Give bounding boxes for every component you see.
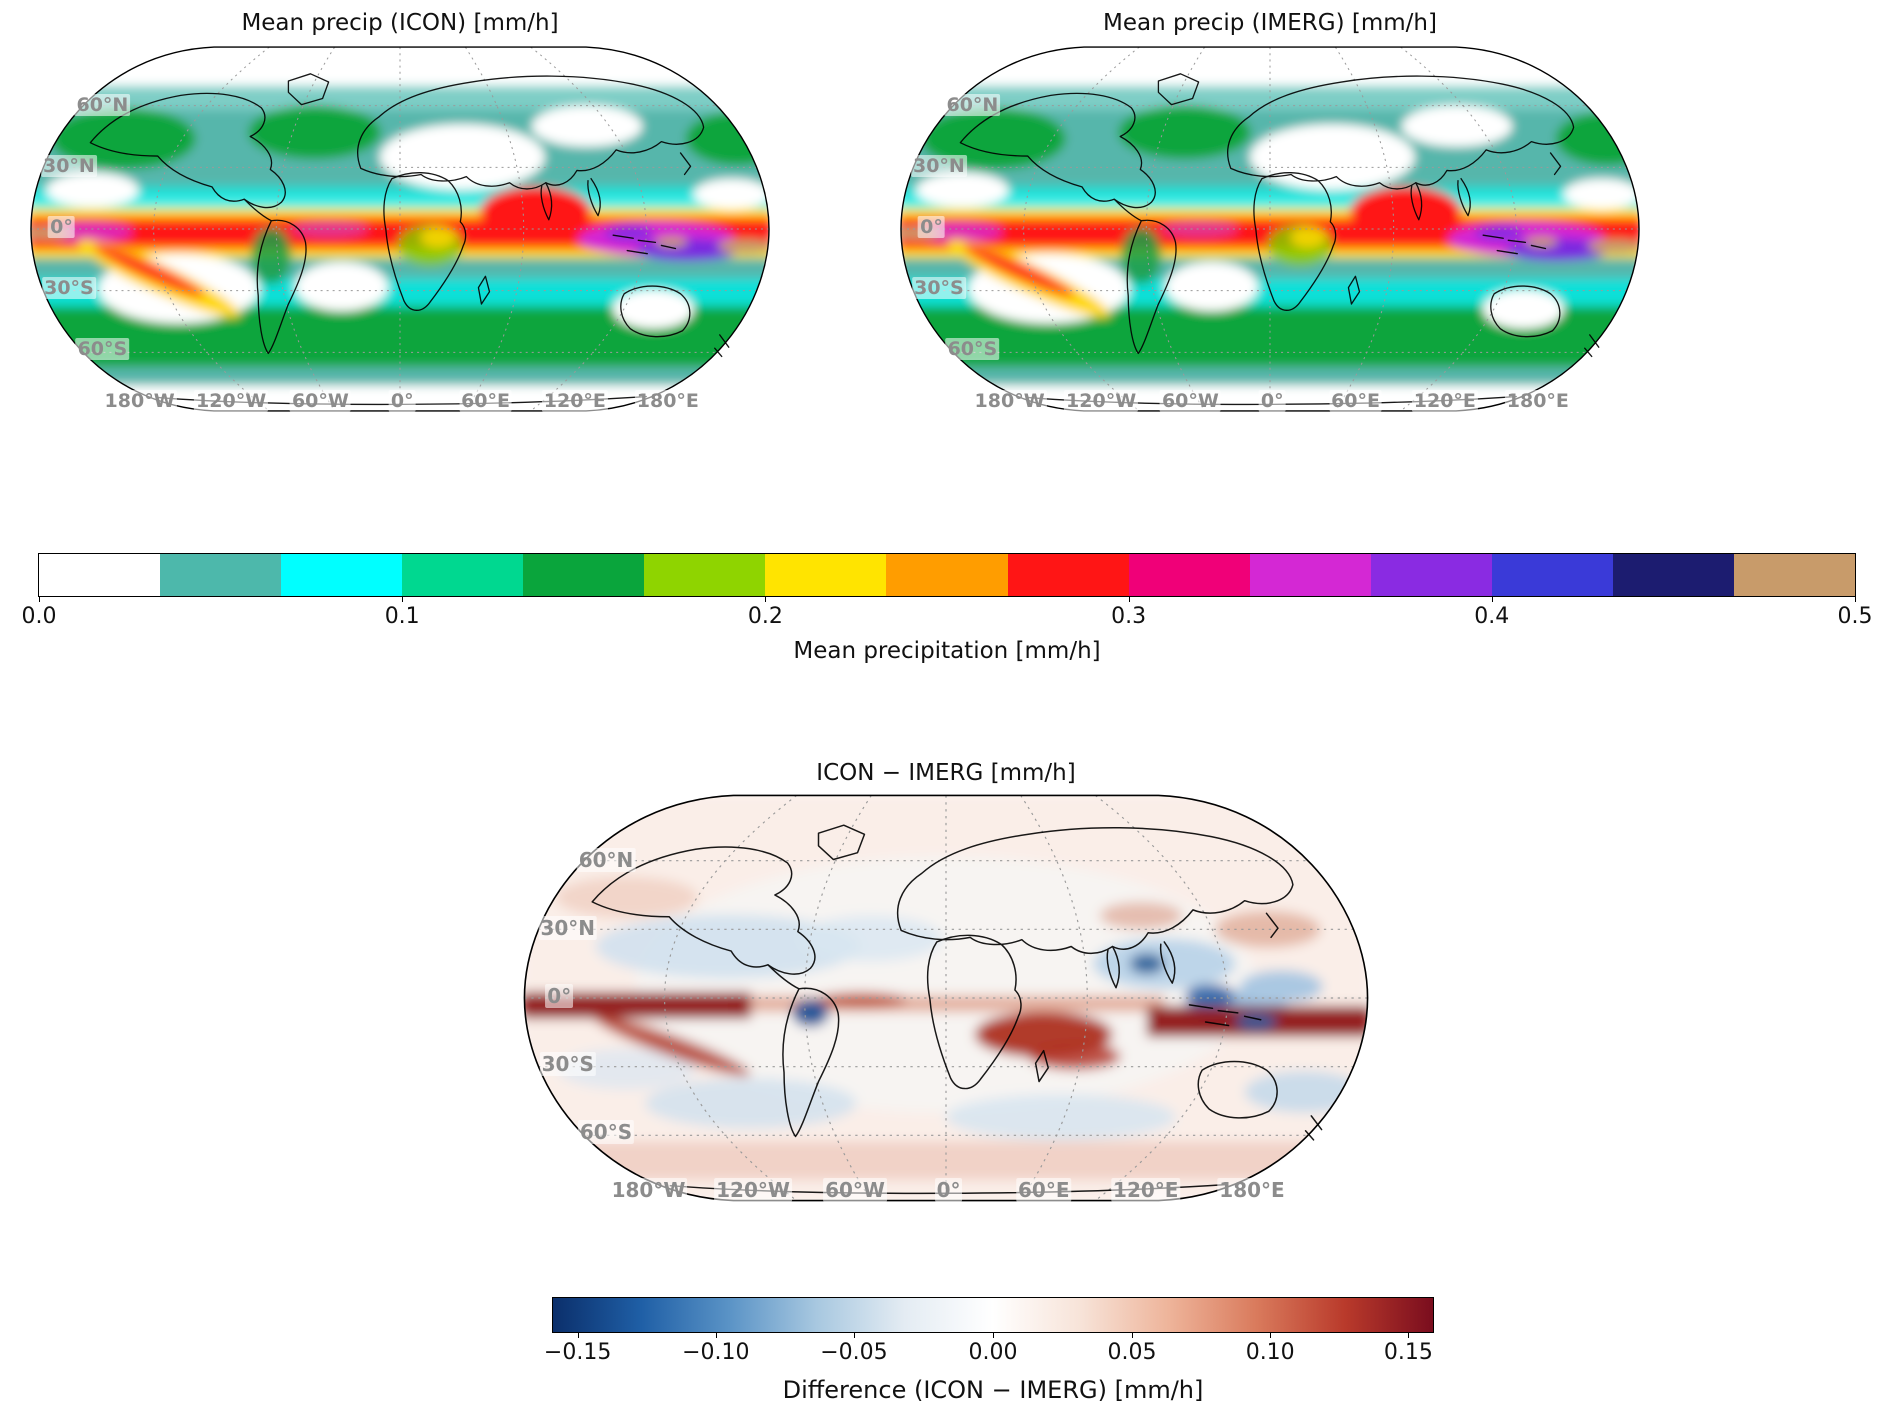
- diff-colorbar-tick: [993, 1332, 994, 1338]
- lat-label: 60°N: [944, 94, 1001, 117]
- icon-precip-map: 60°N 30°N 0° 30°S 60°S 180°W 120°W 60°W …: [28, 44, 772, 414]
- lon-label: 180°W: [102, 390, 177, 413]
- precip-colorbar-segment: [523, 554, 645, 596]
- lat-label: 0°: [48, 216, 75, 239]
- lon-label: 0°: [388, 390, 416, 413]
- precip-colorbar-segment: [281, 554, 403, 596]
- lon-label: 180°W: [609, 1177, 688, 1202]
- precip-colorbar-segment: [1249, 554, 1371, 596]
- precip-colorbar-segment: [1491, 554, 1613, 596]
- panel-icon: Mean precip (ICON) [mm/h] 60°N 30°N 0° 3…: [28, 10, 772, 435]
- diff-colorbar: −0.15 −0.10 −0.05 0.00 0.05 0.10 0.15 Di…: [544, 1297, 1434, 1404]
- diff-colorbar-tick: [1408, 1332, 1410, 1338]
- diff-colorbar-tick: [715, 1332, 717, 1338]
- precip-colorbar-segment: [402, 554, 524, 596]
- precip-colorbar-segment: [1733, 554, 1855, 596]
- lon-label: 120°W: [194, 390, 269, 413]
- lon-label: 120°W: [1064, 390, 1139, 413]
- lat-label: 30°S: [539, 1051, 596, 1076]
- lat-label: 30°N: [40, 155, 97, 178]
- precip-colorbar-segment: [39, 554, 161, 596]
- diff-colorbar-tick: [1270, 1332, 1272, 1338]
- diff-colorbar-tick: [1132, 1332, 1134, 1338]
- precip-colorbar-tick-label: 0.3: [1111, 604, 1147, 629]
- panel-diff-title: ICON − IMERG [mm/h]: [816, 760, 1076, 786]
- panel-imerg: Mean precip (IMERG) [mm/h] 60°N 30°N 0° …: [898, 10, 1642, 435]
- diff-colorbar-tick: [577, 1332, 579, 1338]
- precip-colorbar-tick: [1491, 596, 1493, 602]
- lon-label: 60°E: [459, 390, 513, 413]
- imerg-precip-map-svg: [900, 46, 1640, 412]
- precip-colorbar-tick-label: 0.5: [1837, 604, 1873, 629]
- imerg-precip-map: 60°N 30°N 0° 30°S 60°S 180°W 120°W 60°W …: [898, 44, 1642, 414]
- diff-colorbar-tick-label: −0.05: [820, 1340, 888, 1365]
- lon-label: 60°W: [289, 390, 351, 413]
- lon-label: 120°E: [1411, 390, 1478, 413]
- lat-label: 30°N: [910, 155, 967, 178]
- lon-label: 60°W: [1159, 390, 1221, 413]
- diff-colorbar-tick-label: 0.00: [968, 1340, 1018, 1365]
- diff-colorbar-tick: [853, 1332, 855, 1338]
- diff-colorbar-tick-label: −0.10: [682, 1340, 750, 1365]
- diff-map-svg: [523, 794, 1369, 1202]
- lon-label: 180°W: [972, 390, 1047, 413]
- lon-label: 60°E: [1329, 390, 1383, 413]
- panel-icon-title: Mean precip (ICON) [mm/h]: [241, 10, 559, 36]
- precip-colorbar-tick: [1855, 596, 1856, 602]
- lon-label: 120°W: [714, 1177, 792, 1202]
- lat-label: 30°S: [912, 277, 966, 300]
- precip-colorbar-label: Mean precipitation [mm/h]: [793, 638, 1101, 664]
- precip-colorbar-tick: [1128, 596, 1130, 602]
- lon-label: 60°W: [823, 1177, 887, 1202]
- lat-label: 60°N: [74, 94, 131, 117]
- precip-colorbar-segment: [1612, 554, 1734, 596]
- lat-label: 60°S: [945, 338, 1000, 361]
- precip-colorbar-segment: [1370, 554, 1492, 596]
- diff-colorbar-tick-label: 0.05: [1107, 1340, 1157, 1365]
- precip-colorbar-tick-label: 0.4: [1474, 604, 1510, 629]
- diff-map: 60°N 30°N 0° 30°S 60°S 180°W 120°W 60°W …: [521, 792, 1371, 1204]
- lon-label: 180°E: [634, 390, 701, 413]
- precip-colorbar: 0.0 0.1 0.2 0.3 0.4 0.5 Mean precipitati…: [22, 553, 1873, 664]
- lon-label: 180°E: [1217, 1177, 1287, 1202]
- lat-label: 0°: [545, 983, 574, 1008]
- precip-colorbar-tick-label: 0.2: [747, 604, 783, 629]
- diff-colorbar-gradient: [553, 1298, 1433, 1332]
- precip-colorbar-tick: [402, 596, 404, 602]
- lat-label: 60°S: [577, 1119, 635, 1144]
- panel-diff: ICON − IMERG [mm/h] 60°N 30°N 0° 30°S 60…: [521, 760, 1371, 1235]
- precip-colorbar-segment: [1007, 554, 1129, 596]
- precip-colorbar-segment: [160, 554, 282, 596]
- lon-label: 0°: [934, 1177, 963, 1202]
- diff-colorbar-tick-label: 0.15: [1383, 1340, 1433, 1365]
- lat-label: 0°: [918, 216, 945, 239]
- lat-label: 60°N: [576, 847, 636, 872]
- precip-colorbar-segment: [765, 554, 887, 596]
- precip-colorbar-segment: [644, 554, 766, 596]
- lon-label: 60°E: [1016, 1177, 1072, 1202]
- diff-colorbar-tick-label: 0.10: [1245, 1340, 1295, 1365]
- precip-colorbar-tick: [765, 596, 767, 602]
- panel-imerg-title: Mean precip (IMERG) [mm/h]: [1103, 10, 1437, 36]
- precip-colorbar-tick-label: 0.1: [384, 604, 420, 629]
- lon-label: 120°E: [1111, 1177, 1181, 1202]
- diff-colorbar-label: Difference (ICON − IMERG) [mm/h]: [782, 1376, 1204, 1404]
- lat-label: 30°N: [538, 915, 598, 940]
- precip-colorbar-segment: [886, 554, 1008, 596]
- lon-label: 180°E: [1504, 390, 1571, 413]
- lat-label: 30°S: [42, 277, 96, 300]
- lat-label: 60°S: [75, 338, 130, 361]
- precip-colorbar-segment: [1128, 554, 1250, 596]
- diff-colorbar-tick-label: −0.15: [543, 1340, 612, 1365]
- lon-label: 120°E: [541, 390, 608, 413]
- icon-precip-map-svg: [30, 46, 770, 412]
- precip-colorbar-tick: [39, 596, 40, 602]
- precip-colorbar-tick-label: 0.0: [21, 604, 57, 629]
- lon-label: 0°: [1258, 390, 1286, 413]
